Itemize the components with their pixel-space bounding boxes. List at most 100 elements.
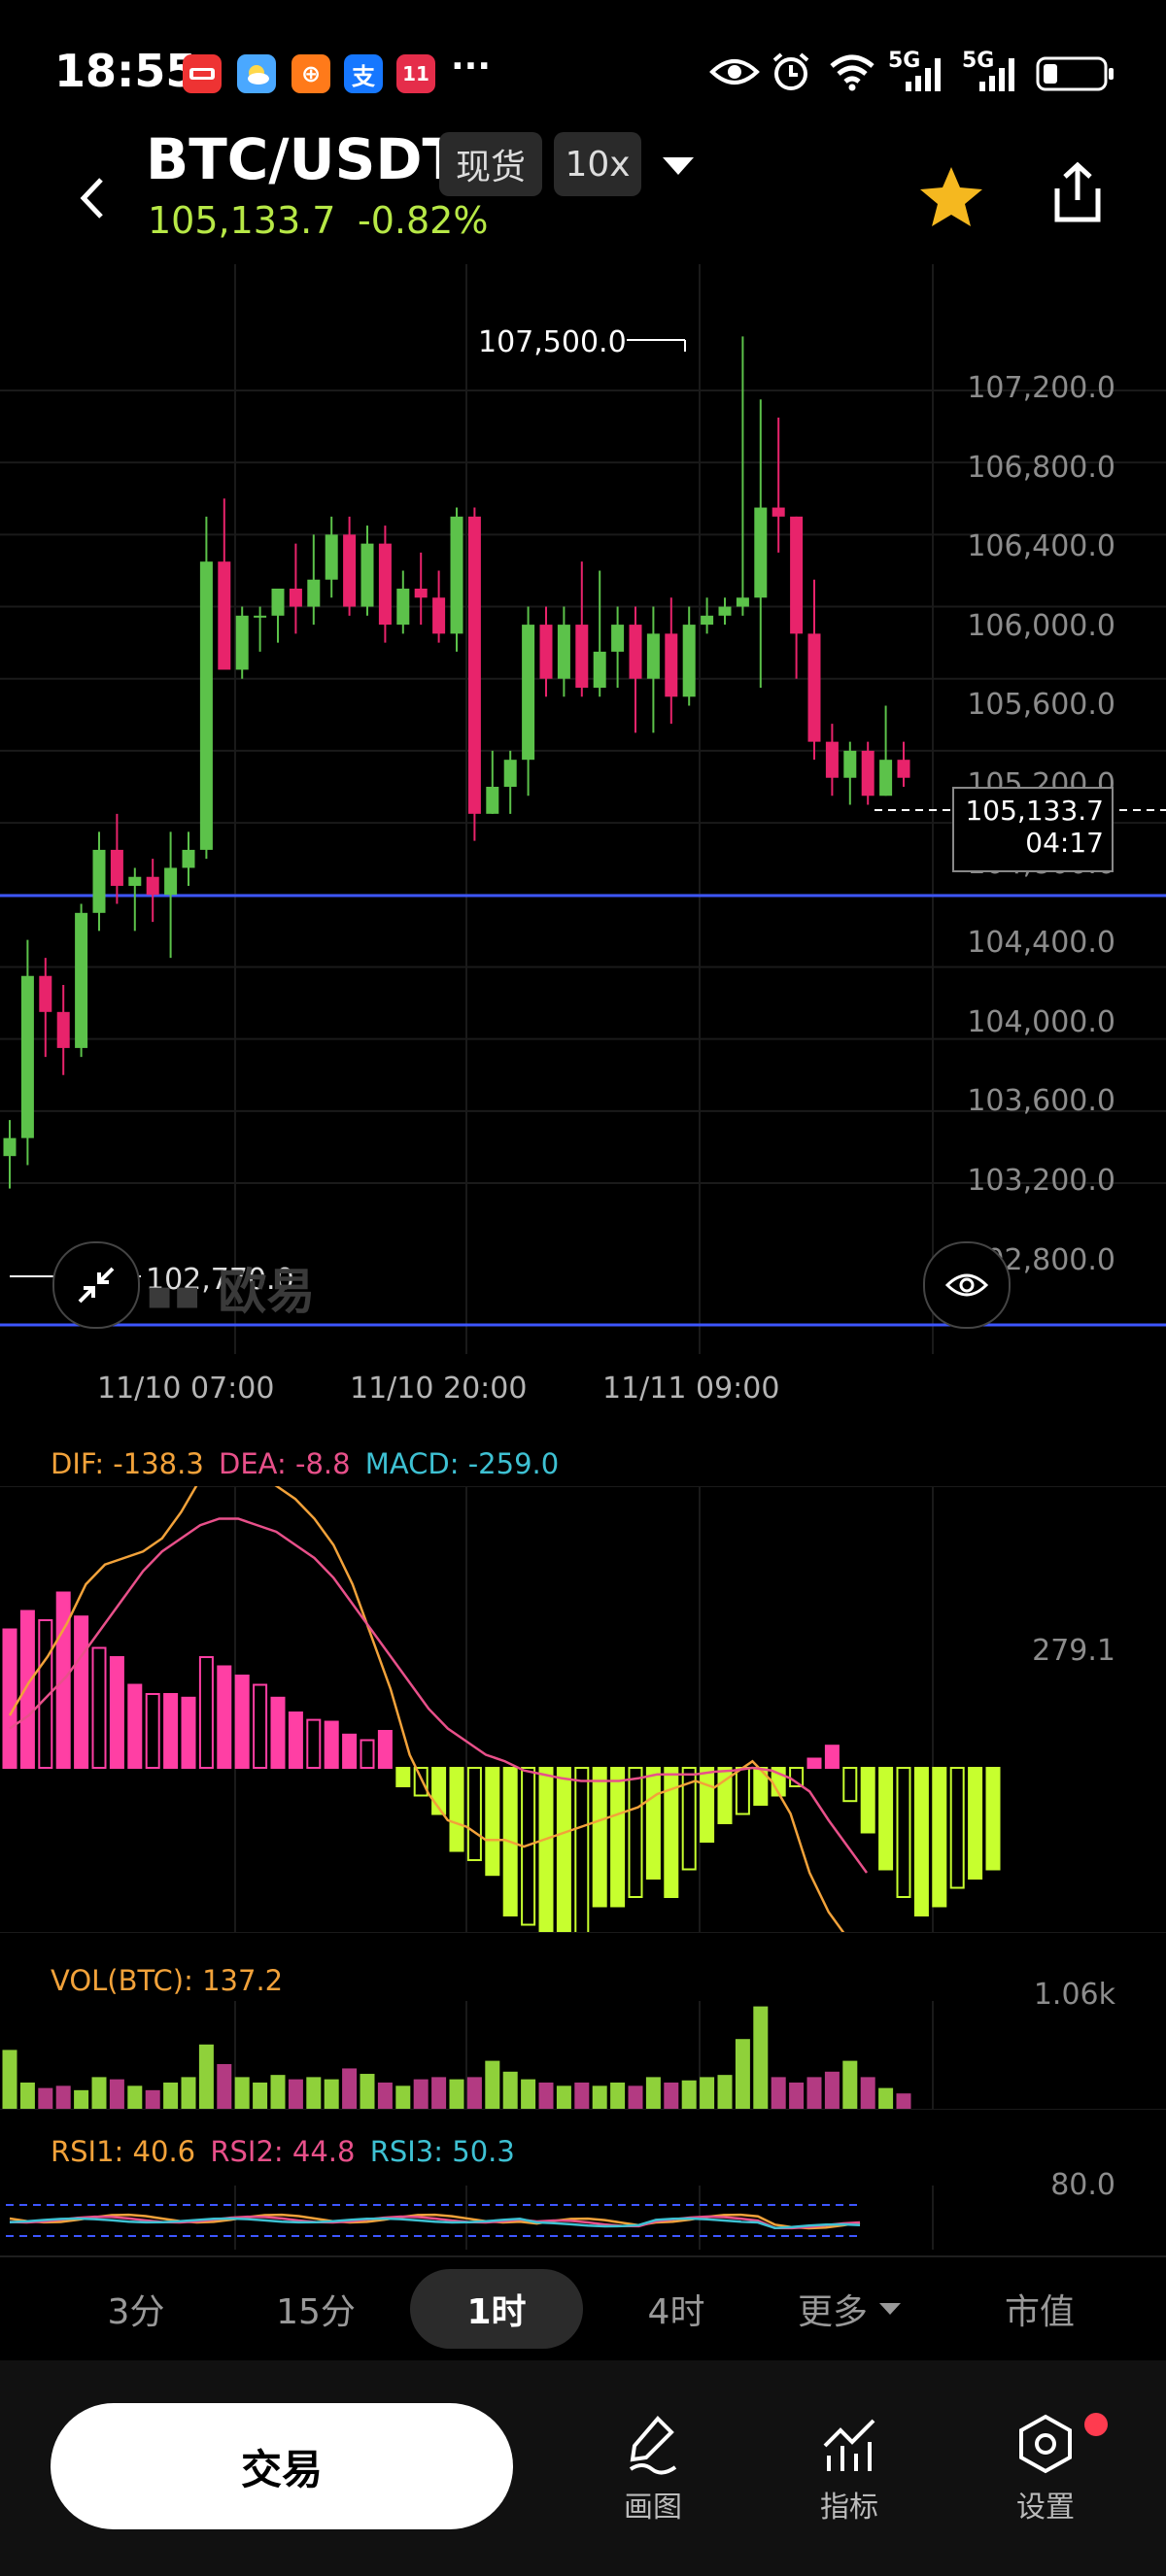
candle-body [414, 589, 428, 598]
volume-bar [466, 2077, 482, 2110]
volume-axis-value: 1.06k [1033, 1978, 1115, 2012]
volume-bar [700, 2077, 715, 2110]
indicators-label: 指标 [820, 2491, 878, 2525]
candle-body [164, 867, 178, 896]
divider [0, 2255, 1166, 2257]
candle-body [897, 760, 910, 778]
macd-histogram-bar [538, 1767, 554, 1933]
leverage-chip[interactable]: 10x [554, 132, 641, 196]
volume-bar [342, 2068, 358, 2110]
signal-icon-2 [979, 58, 1014, 91]
interval-more[interactable]: 更多 [787, 2269, 913, 2349]
candle-body [378, 543, 392, 626]
interval-3m[interactable]: 3分 [107, 2292, 165, 2332]
candle-body [343, 534, 357, 607]
volume-bar [288, 2079, 303, 2110]
time-label-3: 11/11 09:00 [602, 1372, 780, 1406]
toggle-visibility-button[interactable] [923, 1241, 1011, 1329]
volume-bar [306, 2077, 322, 2110]
pair-title[interactable]: BTC/USDT [146, 126, 462, 192]
candle-body [3, 1137, 17, 1157]
market-cap-tab[interactable]: 市值 [1004, 2292, 1075, 2332]
settings-button[interactable]: 设置 [987, 2413, 1104, 2525]
share-icon[interactable] [1047, 161, 1108, 225]
volume-bar [556, 2085, 571, 2110]
back-button[interactable] [68, 171, 117, 225]
macd-histogram-bar [574, 1767, 590, 1933]
price-axis-label: 106,800.0 [967, 450, 1115, 485]
volume-bar [610, 2083, 626, 2110]
volume-bar [198, 2044, 214, 2110]
candle-body [325, 534, 338, 580]
volume-bar [628, 2085, 643, 2110]
macd-histogram-bar [735, 1767, 750, 1815]
macd-histogram-bar [127, 1683, 143, 1769]
volume-bar [145, 2089, 160, 2110]
news-app-icon [183, 54, 222, 93]
volume-bar [395, 2085, 411, 2110]
candlestick-chart[interactable] [0, 264, 1166, 1354]
price-axis-label: 105,600.0 [967, 688, 1115, 723]
macd-histogram-bar [413, 1767, 429, 1797]
macd-histogram-bar [181, 1696, 196, 1769]
collapse-chart-button[interactable] [52, 1241, 140, 1329]
macd-histogram-bar [360, 1739, 375, 1769]
macd-histogram-bar [38, 1619, 53, 1769]
macd-value: MACD: -259.0 [364, 1447, 560, 1480]
macd-histogram-bar [377, 1730, 393, 1769]
volume-bar [2, 2050, 17, 2110]
volume-legend: VOL(BTC): 137.2 [51, 1964, 284, 1997]
volume-bar [181, 2077, 196, 2110]
macd-histogram-bar [288, 1712, 303, 1769]
candle-body [254, 615, 267, 618]
candle-body [486, 787, 499, 814]
gift-app-icon: ⊕ [292, 54, 330, 93]
interval-1h[interactable]: 1时 [410, 2269, 583, 2349]
volume-bar [860, 2077, 875, 2110]
price-axis-label: 104,400.0 [967, 926, 1115, 961]
candle-body [39, 975, 52, 1012]
dif-line [8, 1486, 845, 1933]
candle-body [20, 975, 34, 1138]
macd-histogram-bar [681, 1767, 697, 1871]
candle-body [879, 760, 893, 797]
volume-bar [824, 2071, 840, 2110]
signal-icon-1 [906, 58, 941, 91]
interval-15m[interactable]: 15分 [276, 2292, 356, 2332]
macd-histogram-bar [913, 1767, 929, 1916]
interval-4h[interactable]: 4时 [647, 2292, 705, 2332]
indicators-button[interactable]: 指标 [791, 2413, 908, 2525]
macd-histogram-bar [645, 1767, 661, 1880]
candle-body [75, 912, 88, 1048]
macd-histogram-bar [163, 1693, 179, 1769]
volume-bar [842, 2060, 858, 2110]
pen-icon [629, 2416, 677, 2475]
favorite-star-icon[interactable] [917, 163, 985, 229]
macd-histogram-bar [932, 1767, 947, 1908]
macd-histogram-bar [466, 1767, 482, 1861]
pair-dropdown-icon[interactable] [661, 155, 696, 177]
price-axis-label: 106,000.0 [967, 608, 1115, 643]
volume-bar [253, 2083, 268, 2110]
time-label-2: 11/10 20:00 [350, 1372, 528, 1406]
macd-histogram-bar [860, 1767, 875, 1834]
candle-body [665, 633, 678, 697]
trade-button[interactable]: 交易 [51, 2403, 513, 2529]
watermark-text: 欧易 [218, 1264, 316, 1320]
candle-body [56, 1011, 70, 1048]
candle-body [611, 625, 625, 652]
chevron-down-icon [879, 2303, 901, 2315]
macd-histogram-bar [198, 1656, 214, 1769]
volume-bar [645, 2077, 661, 2110]
volume-bar [449, 2079, 464, 2110]
volume-bar [681, 2080, 697, 2110]
candle-body [557, 625, 570, 679]
current-price-tag: 105,133.7 04:17 [952, 787, 1114, 872]
candle-body [629, 625, 642, 679]
price-axis-label: 103,200.0 [967, 1164, 1115, 1198]
candle-body [825, 741, 839, 778]
macd-histogram-bar [968, 1767, 983, 1880]
alipay-app-icon: 支 [344, 54, 383, 93]
market-type-chip[interactable]: 现货 [439, 132, 542, 196]
draw-tool-button[interactable]: 画图 [595, 2413, 711, 2525]
